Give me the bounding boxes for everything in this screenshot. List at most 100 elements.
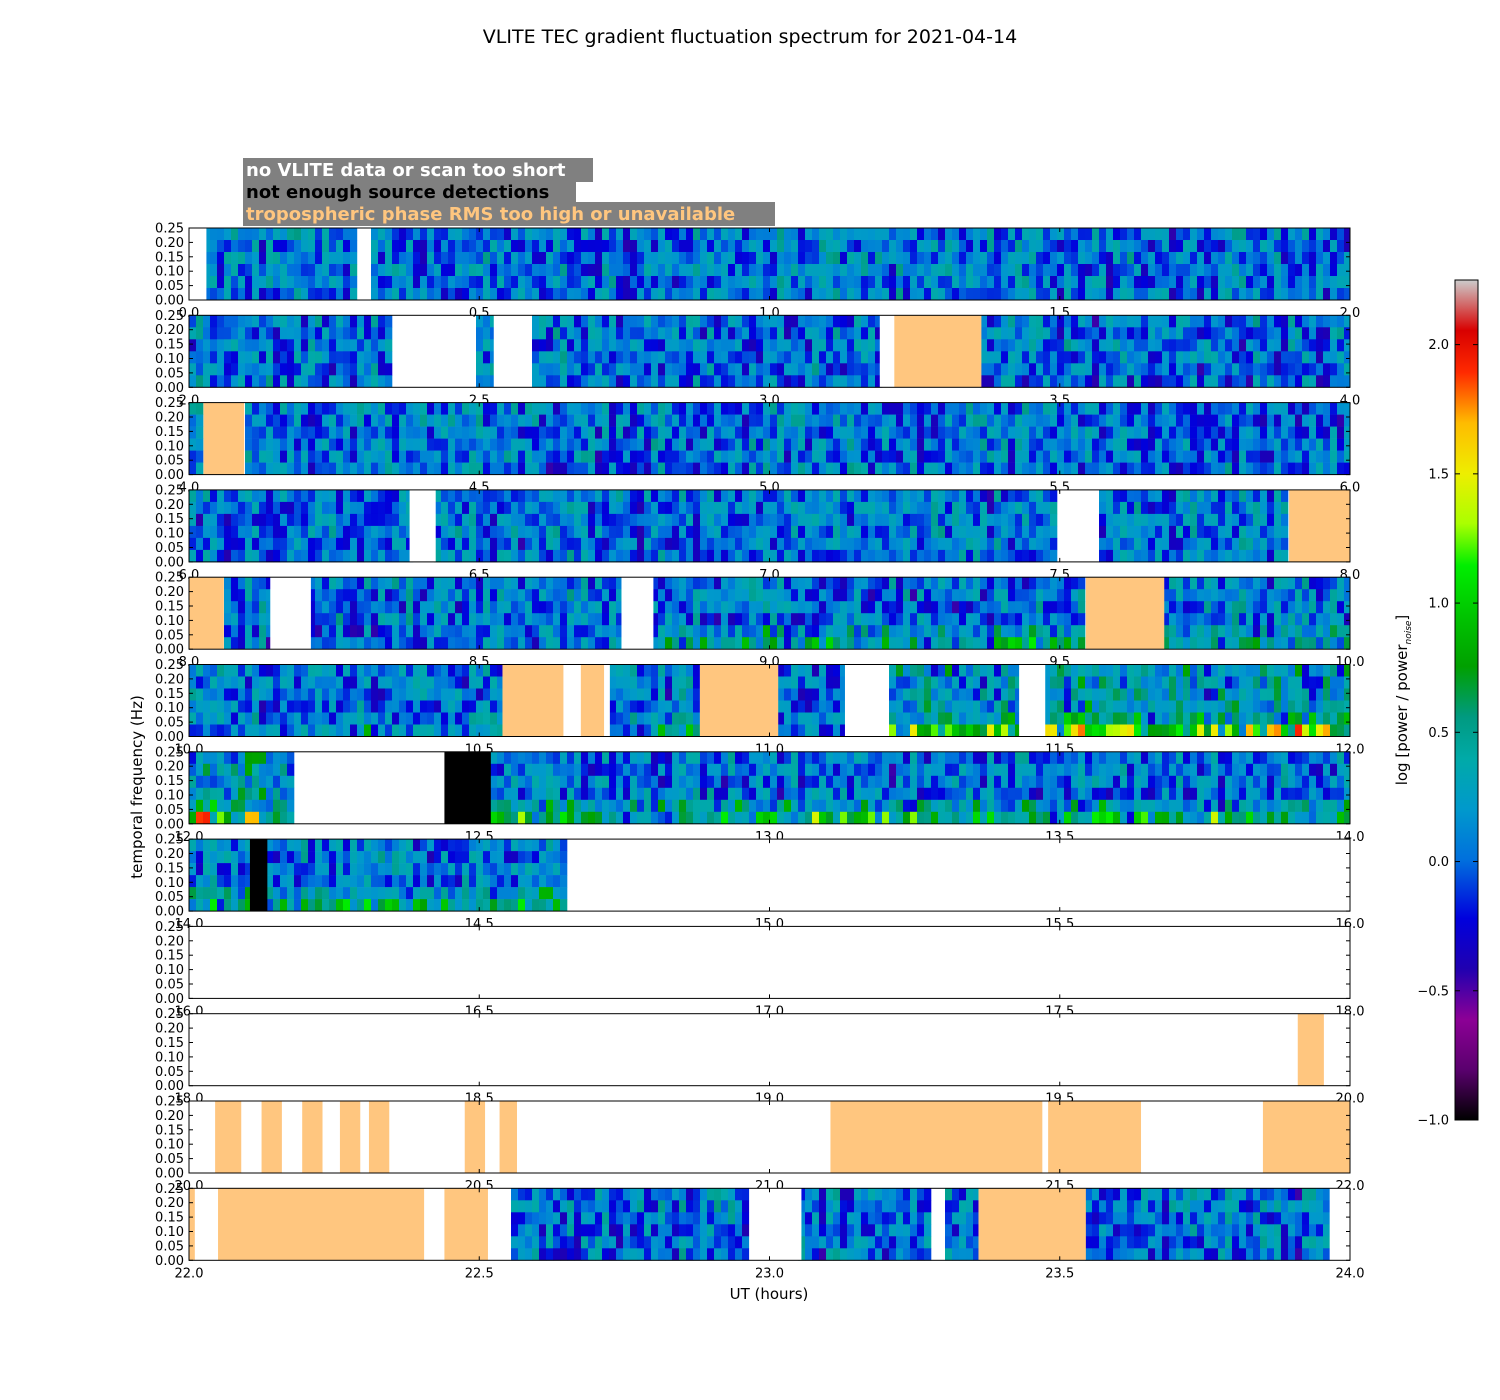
- spectrum-cell: [1085, 288, 1093, 301]
- legend-entry-not-enough-detections: not enough source detections: [246, 182, 549, 203]
- spectrum-cell: [714, 501, 722, 515]
- spectrum-cell: [378, 537, 386, 551]
- spectrum-cell: [959, 489, 967, 503]
- spectrum-cell: [1302, 613, 1310, 626]
- spectrum-cell: [560, 264, 568, 277]
- spectrum-cell: [623, 228, 631, 241]
- spectrum-cell: [840, 351, 848, 364]
- spectrum-cell: [476, 589, 484, 602]
- spectrum-cell: [455, 700, 463, 713]
- spectrum-cell: [329, 450, 337, 463]
- spectrum-cell: [770, 537, 778, 551]
- spectrum-cell: [903, 288, 911, 301]
- spectrum-cell: [462, 438, 470, 451]
- legend-entry-tropospheric-rms: tropospheric phase RMS too high or unava…: [246, 204, 735, 225]
- spectrum-cell: [861, 462, 869, 475]
- spectrum-cell: [336, 589, 344, 602]
- spectrum-cell: [259, 315, 267, 328]
- spectrum-cell: [266, 264, 274, 277]
- spectrum-cell: [1253, 462, 1261, 475]
- spectrum-cell: [1106, 228, 1114, 241]
- spectrum-cell: [224, 513, 232, 527]
- spectrum-cell: [1288, 375, 1296, 388]
- spectrum-cell: [679, 613, 687, 626]
- spectrum-cell: [749, 363, 757, 376]
- spectrum-cell: [434, 577, 442, 590]
- spectrum-cell: [1302, 228, 1310, 241]
- spectrum-cell: [693, 537, 701, 551]
- spectrum-cell: [665, 625, 673, 638]
- spectrum-cell: [651, 489, 659, 503]
- spectrum-cell: [476, 351, 484, 364]
- spectrum-cell: [1253, 339, 1261, 352]
- spectrum-cell: [868, 315, 876, 328]
- spectrum-cell: [1043, 589, 1051, 602]
- spectrum-cell: [910, 589, 918, 602]
- spectrum-cell: [700, 375, 708, 388]
- spectrum-cell: [882, 276, 890, 289]
- spectrum-cell: [700, 240, 708, 253]
- spectrum-cell: [196, 724, 204, 737]
- spectrum-cell: [322, 688, 330, 701]
- spectrum-cell: [329, 264, 337, 277]
- spectrum-cell: [616, 363, 624, 376]
- spectrum-cell: [1022, 537, 1030, 551]
- spectrum-cell: [749, 339, 757, 352]
- spectrum-cell: [952, 288, 960, 301]
- spectrum-cell: [343, 589, 351, 602]
- spectrum-cell: [1197, 375, 1205, 388]
- spectrum-cell: [1204, 351, 1212, 364]
- spectrum-cell: [252, 252, 260, 265]
- spectrum-cell: [651, 637, 659, 650]
- spectrum-cell: [329, 501, 337, 515]
- spectrum-cell: [462, 402, 470, 415]
- spectrum-cell: [1330, 363, 1338, 376]
- spectrum-cell: [1127, 537, 1135, 551]
- spectrum-cell: [567, 513, 575, 527]
- spectrum-cell: [1274, 363, 1282, 376]
- spectrum-cell: [882, 601, 890, 614]
- spectrum-cell: [1155, 375, 1163, 388]
- spectrum-cell: [1155, 264, 1163, 277]
- spectrum-cell: [1064, 228, 1072, 241]
- spectrum-cell: [448, 625, 456, 638]
- spectrum-cell: [420, 688, 428, 701]
- spectrum-cell: [441, 288, 449, 301]
- spectrum-cell: [301, 228, 309, 241]
- spectrum-cell: [581, 252, 589, 265]
- spectrum-cell: [924, 402, 932, 415]
- spectrum-cell: [392, 489, 400, 503]
- spectrum-cell: [630, 712, 638, 725]
- spectrum-cell: [315, 450, 323, 463]
- spectrum-cell: [322, 363, 330, 376]
- spectrum-cell: [231, 513, 239, 527]
- spectrum-cell: [553, 426, 561, 439]
- spectrum-cell: [525, 240, 533, 253]
- spectrum-cell: [1092, 327, 1100, 340]
- spectrum-cell: [490, 676, 498, 689]
- spectrum-cell: [714, 525, 722, 539]
- spectrum-cell: [882, 450, 890, 463]
- spectrum-cell: [1127, 276, 1135, 289]
- spectrum-cell: [553, 438, 561, 451]
- spectrum-cell: [917, 589, 925, 602]
- spectrum-cell: [483, 402, 491, 415]
- spectrum-cell: [742, 276, 750, 289]
- spectrum-cell: [693, 601, 701, 614]
- spectrum-cell: [1281, 288, 1289, 301]
- spectrum-cell: [511, 228, 519, 241]
- spectrum-cell: [252, 363, 260, 376]
- spectrum-cell: [980, 351, 988, 364]
- spectrum-cell: [763, 625, 771, 638]
- spectrum-cell: [1015, 228, 1023, 241]
- spectrum-cell: [840, 577, 848, 590]
- y-tick-label: 0.10: [155, 352, 184, 367]
- spectrum-cell: [1309, 637, 1317, 650]
- spectrum-cell: [1260, 513, 1268, 527]
- spectrum-cell: [679, 375, 687, 388]
- spectrum-cell: [532, 489, 540, 503]
- spectrum-cell: [679, 513, 687, 527]
- spectrum-cell: [910, 549, 918, 563]
- spectrum-cell: [511, 637, 519, 650]
- spectrum-cell: [966, 462, 974, 475]
